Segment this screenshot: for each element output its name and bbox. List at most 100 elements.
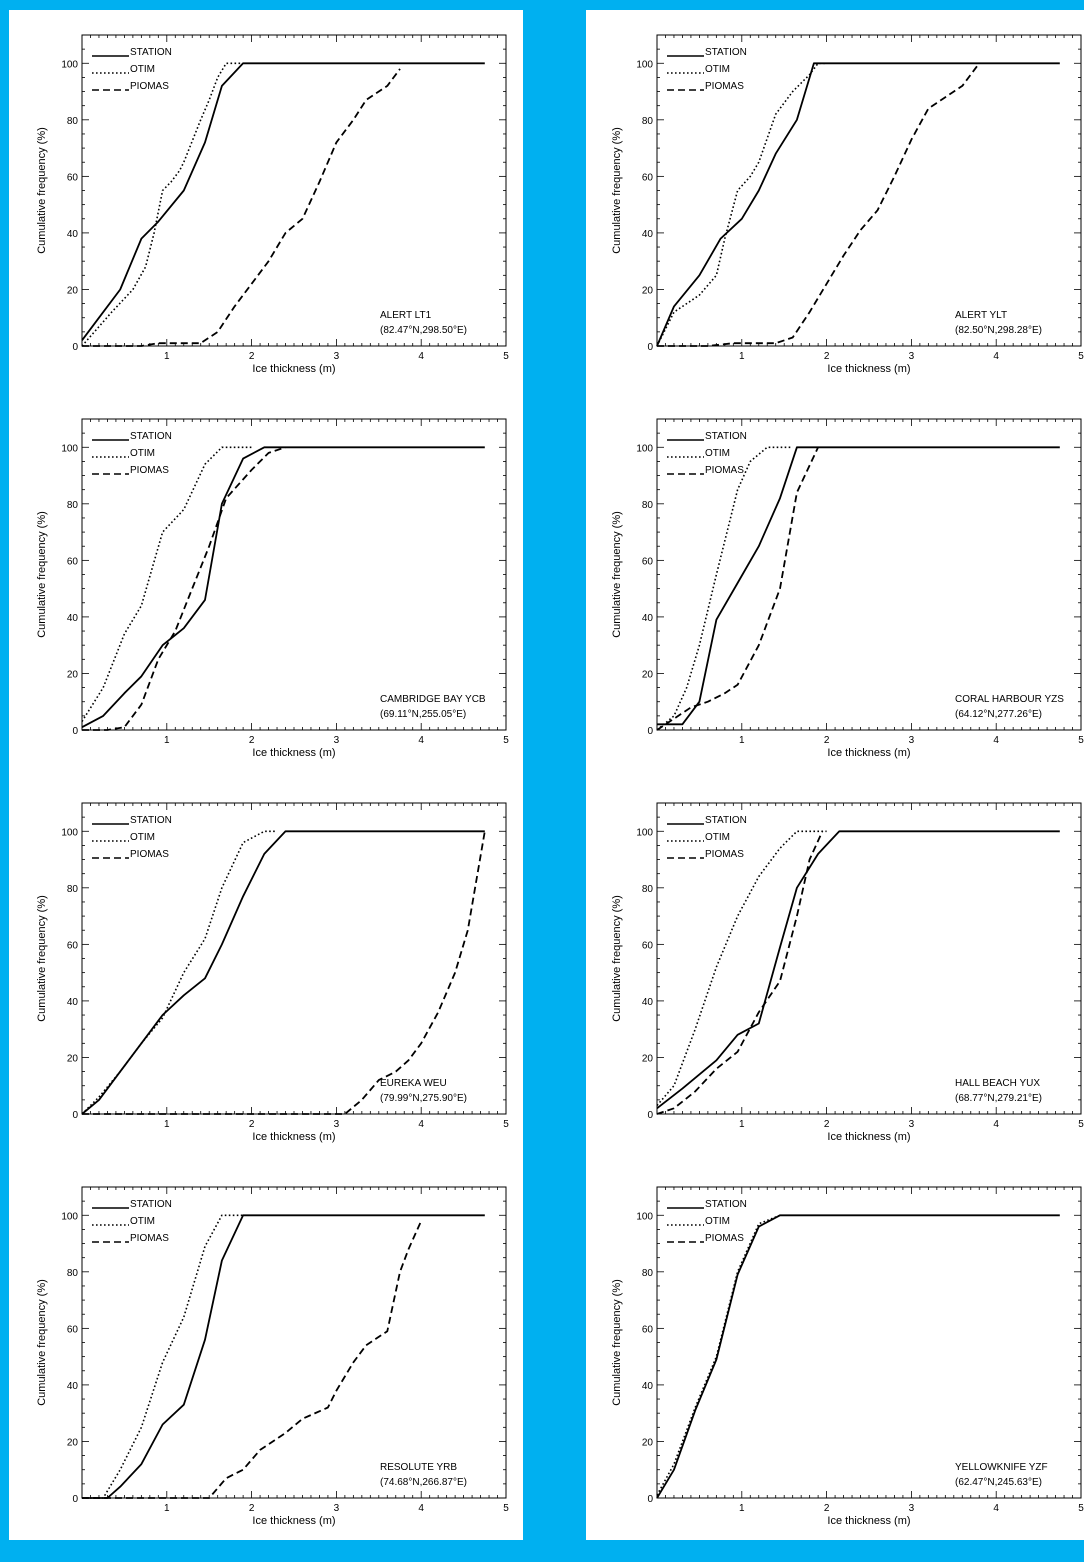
x-axis-label: Ice thickness (m)	[827, 1515, 910, 1527]
y-tick-label: 80	[67, 1268, 79, 1279]
x-tick-label: 3	[334, 735, 340, 746]
x-tick-label: 3	[334, 1119, 340, 1130]
chart-4: 1 2 3 4 5 0 20 40 60 80 100 Ice thickness (m) Cumula…	[611, 418, 1084, 759]
legend-label-station: STATION	[130, 47, 172, 58]
series-otim	[81, 62, 244, 347]
station-name: HALL BEACH YUX	[955, 1078, 1040, 1089]
y-tick-label: 60	[67, 172, 79, 183]
x-tick-label: 2	[249, 351, 255, 362]
chart-6: 1 2 3 4 5 0 20 40 60 80 100 Ice thickness (m) Cumula…	[611, 802, 1084, 1143]
series-station	[656, 62, 1060, 347]
y-tick-label: 80	[642, 1268, 654, 1279]
y-tick-label: 0	[647, 1110, 653, 1121]
y-tick-label: 40	[642, 997, 654, 1008]
station-coordinates: (62.47°N,245.63°E)	[955, 1477, 1042, 1488]
station-coordinates: (69.11°N,255.05°E)	[380, 709, 466, 720]
station-name: CORAL HARBOUR YZS	[955, 694, 1064, 705]
x-tick-label: 3	[909, 735, 915, 746]
legend-label-station: STATION	[705, 1199, 747, 1210]
legend-label-station: STATION	[130, 1199, 172, 1210]
legend-label-piomas: PIOMAS	[705, 849, 744, 860]
station-coordinates: (74.68°N,266.87°E)	[380, 1477, 467, 1488]
x-tick-label: 5	[503, 1119, 509, 1130]
x-tick-label: 1	[739, 735, 745, 746]
y-tick-label: 0	[72, 1494, 78, 1505]
series-otim	[81, 446, 252, 722]
y-axis-label: Cumulative frequency (%)	[611, 127, 623, 254]
x-tick-label: 4	[993, 351, 999, 362]
y-tick-label: 20	[642, 1053, 654, 1064]
x-tick-label: 1	[739, 351, 745, 362]
y-tick-label: 80	[642, 884, 654, 895]
series-piomas	[656, 830, 824, 1115]
y-axis-label: Cumulative frequency (%)	[36, 1279, 48, 1406]
y-tick-label: 60	[67, 556, 79, 567]
series-otim	[82, 1214, 244, 1499]
y-tick-label: 20	[642, 1437, 654, 1448]
x-axis-label: Ice thickness (m)	[252, 747, 335, 759]
x-axis-label: Ice thickness (m)	[252, 1515, 335, 1527]
x-axis-label: Ice thickness (m)	[827, 363, 910, 375]
legend-label-otim: OTIM	[130, 64, 155, 75]
x-tick-label: 2	[824, 735, 830, 746]
chart-1: 1 2 3 4 5 0 20 40 60 80 100 Ice thickness (m) Cumula…	[36, 34, 509, 375]
chart-2: 1 2 3 4 5 0 20 40 60 80 100 Ice thickness (m) Cumula…	[611, 34, 1084, 375]
left-panel: 1 2 3 4 5 0 20 40 60 80 100 Ice thickness (m) Cumula…	[9, 10, 523, 1540]
y-tick-label: 0	[647, 342, 653, 353]
y-tick-label: 80	[67, 500, 79, 511]
legend-label-piomas: PIOMAS	[130, 1233, 169, 1244]
y-tick-label: 0	[647, 726, 653, 737]
x-tick-label: 5	[1078, 1503, 1084, 1514]
legend-label-otim: OTIM	[705, 64, 730, 75]
x-tick-label: 3	[909, 1503, 915, 1514]
x-tick-label: 2	[824, 1503, 830, 1514]
y-tick-label: 0	[647, 1494, 653, 1505]
series-piomas	[82, 1220, 423, 1499]
series-station	[657, 446, 1060, 726]
series-otim	[656, 1214, 781, 1496]
y-tick-label: 40	[67, 229, 79, 240]
x-tick-label: 3	[334, 1503, 340, 1514]
y-tick-label: 40	[642, 229, 654, 240]
station-coordinates: (82.47°N,298.50°E)	[380, 325, 467, 336]
legend-label-otim: OTIM	[705, 832, 730, 843]
right-panel: 1 2 3 4 5 0 20 40 60 80 100 Ice thickness (m) Cumula…	[586, 10, 1084, 1540]
legend-label-otim: OTIM	[130, 448, 155, 459]
y-tick-label: 20	[642, 669, 654, 680]
y-tick-label: 20	[67, 1437, 79, 1448]
y-axis-label: Cumulative frequency (%)	[36, 127, 48, 254]
station-coordinates: (82.50°N,298.28°E)	[955, 325, 1042, 336]
series-piomas	[656, 446, 819, 731]
y-tick-label: 80	[67, 884, 79, 895]
station-name: RESOLUTE YRB	[380, 1462, 457, 1473]
x-axis-label: Ice thickness (m)	[827, 1131, 910, 1143]
y-tick-label: 40	[642, 613, 654, 624]
x-tick-label: 4	[418, 351, 424, 362]
y-tick-label: 20	[67, 285, 79, 296]
x-axis-label: Ice thickness (m)	[827, 747, 910, 759]
series-piomas	[657, 62, 980, 347]
station-name: YELLOWKNIFE YZF	[955, 1462, 1048, 1473]
x-tick-label: 5	[1078, 1119, 1084, 1130]
x-tick-label: 4	[418, 1503, 424, 1514]
station-coordinates: (64.12°N,277.26°E)	[955, 709, 1042, 720]
y-tick-label: 100	[636, 827, 653, 838]
x-tick-label: 4	[418, 735, 424, 746]
x-tick-label: 2	[824, 351, 830, 362]
station-coordinates: (68.77°N,279.21°E)	[955, 1093, 1042, 1104]
station-name: ALERT YLT	[955, 310, 1007, 321]
series-station	[81, 62, 485, 341]
x-tick-label: 1	[164, 1503, 170, 1514]
station-coordinates: (79.99°N,275.90°E)	[380, 1093, 467, 1104]
x-tick-label: 2	[249, 735, 255, 746]
series-otim	[81, 830, 277, 1115]
chart-3: 1 2 3 4 5 0 20 40 60 80 100 Ice thickness (m) Cumula…	[36, 418, 509, 759]
legend-label-piomas: PIOMAS	[130, 465, 169, 476]
y-axis-label: Cumulative frequency (%)	[611, 1279, 623, 1406]
y-tick-label: 100	[61, 1211, 78, 1222]
legend-label-piomas: PIOMAS	[705, 81, 744, 92]
y-tick-label: 60	[67, 940, 79, 951]
x-tick-label: 3	[334, 351, 340, 362]
y-tick-label: 100	[61, 443, 78, 454]
y-axis-label: Cumulative frequency (%)	[36, 511, 48, 638]
